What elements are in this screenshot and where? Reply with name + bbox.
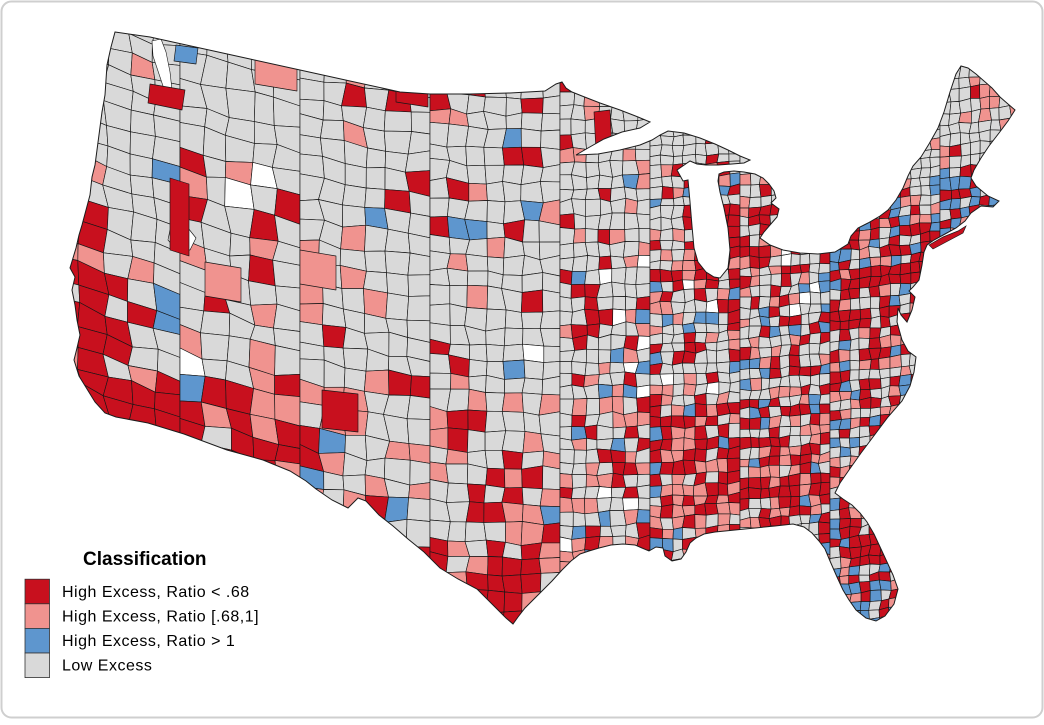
svg-text:High Excess, Ratio > 1: High Excess, Ratio > 1 [62, 633, 235, 650]
svg-text:High Excess, Ratio [.68,1]: High Excess, Ratio [.68,1] [62, 608, 259, 625]
svg-text:High Excess, Ratio < .68: High Excess, Ratio < .68 [62, 584, 250, 601]
svg-text:Low Excess: Low Excess [62, 658, 152, 675]
svg-text:Classification: Classification [83, 549, 207, 570]
